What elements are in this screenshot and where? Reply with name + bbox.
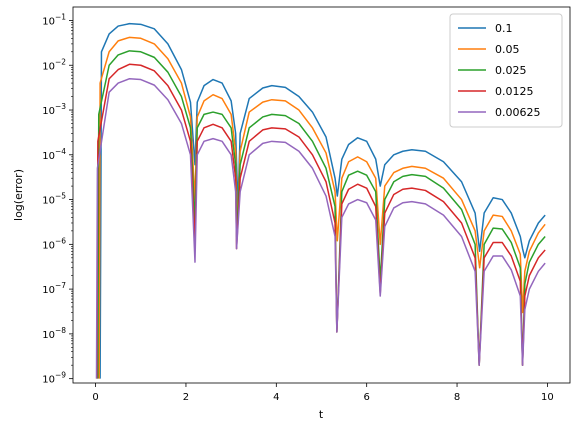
x-tick-label: 8 bbox=[454, 392, 460, 403]
legend-label: 0.05 bbox=[495, 43, 520, 56]
legend-label: 0.0125 bbox=[495, 85, 534, 98]
y-axis-label: log(error) bbox=[12, 169, 25, 221]
y-tick-label: 10−7 bbox=[42, 281, 66, 296]
series-line-0.05 bbox=[98, 36, 546, 379]
legend: 0.1 0.05 0.025 0.0125 0.00625 bbox=[449, 13, 563, 128]
x-tick-label: 6 bbox=[363, 392, 369, 403]
y-axis: 10−9 10−8 10−7 10−6 10−5 10−4 10−3 10−2 10−1 bbox=[42, 12, 73, 386]
y-tick-label: 10−1 bbox=[42, 12, 66, 27]
x-axis-label: t bbox=[319, 408, 324, 421]
y-tick-label: 10−3 bbox=[42, 102, 66, 117]
x-tick-label: 4 bbox=[273, 392, 279, 403]
y-tick-label: 10−4 bbox=[42, 147, 66, 162]
series-line-0.025 bbox=[97, 50, 546, 379]
series-line-0.0125 bbox=[96, 63, 546, 379]
series-line-0.00625 bbox=[95, 77, 546, 379]
y-tick-label: 10−2 bbox=[42, 57, 66, 72]
x-tick-label: 0 bbox=[92, 392, 98, 403]
x-axis: 0 2 4 6 8 10 bbox=[92, 383, 554, 403]
x-tick-label: 10 bbox=[541, 392, 554, 403]
series-line-0.1 bbox=[99, 22, 546, 379]
series-layer bbox=[95, 22, 546, 379]
x-tick-label: 2 bbox=[183, 392, 189, 403]
y-tick-label: 10−9 bbox=[42, 371, 66, 386]
legend-label: 0.025 bbox=[495, 64, 527, 77]
y-tick-label: 10−5 bbox=[42, 192, 66, 207]
y-tick-label: 10−6 bbox=[42, 236, 66, 251]
plot-frame bbox=[72, 6, 571, 384]
y-tick-label: 10−8 bbox=[42, 326, 66, 341]
legend-label: 0.00625 bbox=[495, 106, 541, 119]
legend-box bbox=[449, 13, 563, 128]
legend-label: 0.1 bbox=[495, 22, 513, 35]
